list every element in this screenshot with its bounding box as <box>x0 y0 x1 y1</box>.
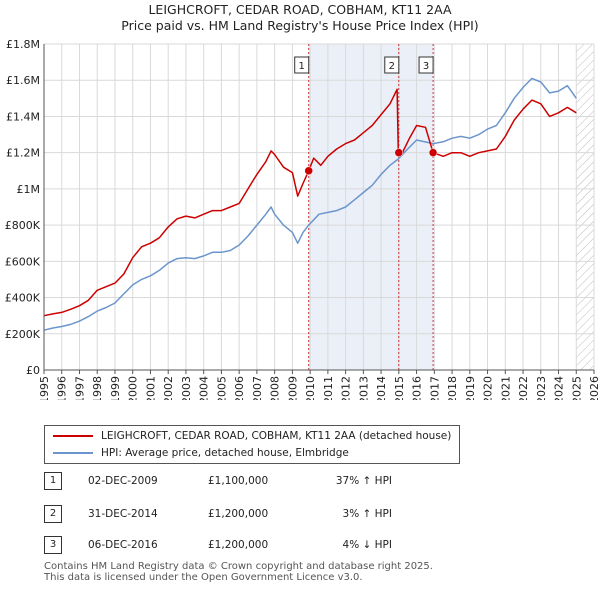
legend-swatch-hpi <box>53 452 93 454</box>
sale-point <box>394 148 404 157</box>
y-tick-label: £1.4M <box>6 110 40 123</box>
x-tick-label: 2018 <box>446 376 459 400</box>
x-tick-label: 2013 <box>357 376 370 400</box>
x-tick-label: 2025 <box>570 376 583 400</box>
sale-hpi-change: 4% ↓ HPI <box>342 539 392 551</box>
y-tick-label: £600K <box>5 255 41 268</box>
legend-label-property: LEIGHCROFT, CEDAR ROAD, COBHAM, KT11 2AA… <box>101 430 452 442</box>
forecast-region <box>576 44 594 370</box>
y-tick-label: £1.2M <box>6 147 40 160</box>
y-tick-label: £1.8M <box>6 38 40 51</box>
x-tick-label: 2002 <box>162 376 175 400</box>
y-tick-label: £0 <box>26 364 40 377</box>
sale-marker-box <box>384 56 400 74</box>
y-tick-label: £800K <box>5 219 41 232</box>
x-tick-label: 2008 <box>269 376 282 400</box>
sale-marker-box <box>294 56 310 74</box>
x-tick-label: 2024 <box>553 376 566 400</box>
x-tick-label: 2026 <box>588 376 600 400</box>
x-tick-label: 2011 <box>322 376 335 400</box>
sale-number-badge: 2 <box>44 505 62 523</box>
y-tick-label: £400K <box>5 292 41 305</box>
x-tick-label: 2015 <box>393 376 406 400</box>
x-tick-label: 2014 <box>375 376 388 400</box>
x-tick-label: 2016 <box>411 376 424 400</box>
sale-point <box>428 148 438 157</box>
x-tick-label: 2005 <box>215 376 228 400</box>
x-tick-label: 2023 <box>535 376 548 400</box>
sale-number-badge: 3 <box>44 536 62 554</box>
sale-date: 31-DEC-2014 <box>88 508 158 520</box>
sale-hpi-change: 37% ↑ HPI <box>335 475 392 487</box>
chart-subtitle: Price paid vs. HM Land Registry's House … <box>121 18 479 33</box>
sale-price: £1,200,000 <box>208 539 269 551</box>
footer-licence: This data is licensed under the Open Gov… <box>44 572 363 583</box>
y-tick-label: £200K <box>5 328 41 341</box>
hpi-series-line <box>43 77 577 331</box>
footer: Contains HM Land Registry data © Crown c… <box>44 561 433 583</box>
x-tick-label: 2009 <box>286 376 299 400</box>
x-tick-label: 2012 <box>340 376 353 400</box>
x-tick-label: 2003 <box>180 376 193 400</box>
x-tick-label: 2007 <box>251 376 264 400</box>
y-tick-label: £1M <box>17 183 41 196</box>
footer-copyright: Contains HM Land Registry data © Crown c… <box>44 561 433 572</box>
sale-date: 06-DEC-2016 <box>88 539 158 551</box>
legend: LEIGHCROFT, CEDAR ROAD, COBHAM, KT11 2AA… <box>44 425 460 464</box>
x-tick-label: 1998 <box>91 376 104 400</box>
sale-marker-label: 1 <box>299 61 305 72</box>
x-tick-label: 2001 <box>144 376 157 400</box>
sale-number-badge: 1 <box>44 472 62 490</box>
x-tick-label: 2017 <box>428 376 441 400</box>
x-tick-label: 1997 <box>73 376 86 400</box>
x-tick-label: 2021 <box>499 376 512 400</box>
sale-marker-label: 3 <box>423 61 429 72</box>
sale-row: 1 02-DEC-2009 £1,100,000 37% ↑ HPI <box>44 472 464 490</box>
property-series-line <box>43 88 577 317</box>
sale-row: 3 06-DEC-2016 £1,200,000 4% ↓ HPI <box>44 536 464 554</box>
x-tick-label: 2000 <box>127 376 140 400</box>
y-tick-label: £1.6M <box>6 74 40 87</box>
legend-label-hpi: HPI: Average price, detached house, Elmb… <box>101 447 349 459</box>
legend-swatch-property <box>53 435 93 437</box>
x-tick-label: 2019 <box>464 376 477 400</box>
x-tick-label: 2004 <box>198 376 211 400</box>
sale-row: 2 31-DEC-2014 £1,200,000 3% ↑ HPI <box>44 505 464 523</box>
sale-hpi-change: 3% ↑ HPI <box>342 508 392 520</box>
sale-period-shade <box>308 44 434 370</box>
chart-title: LEIGHCROFT, CEDAR ROAD, COBHAM, KT11 2AA <box>148 2 452 17</box>
sale-marker-box <box>418 56 434 74</box>
sale-price: £1,200,000 <box>208 508 269 520</box>
x-tick-label: 1995 <box>38 376 51 400</box>
x-tick-label: 2006 <box>233 376 246 400</box>
x-tick-label: 2022 <box>517 376 530 400</box>
sale-point <box>304 166 313 176</box>
sale-price: £1,100,000 <box>208 475 269 487</box>
x-tick-label: 1999 <box>109 376 122 400</box>
sale-marker-label: 2 <box>389 61 395 72</box>
x-tick-label: 2010 <box>304 376 317 400</box>
sale-date: 02-DEC-2009 <box>88 475 158 487</box>
price-chart: £0 £200K £400K £600K £800K £1M £1.2M £1.4M £1.6M… <box>5 38 600 400</box>
x-tick-label: 1996 <box>56 376 69 400</box>
x-tick-label: 2020 <box>482 376 495 400</box>
